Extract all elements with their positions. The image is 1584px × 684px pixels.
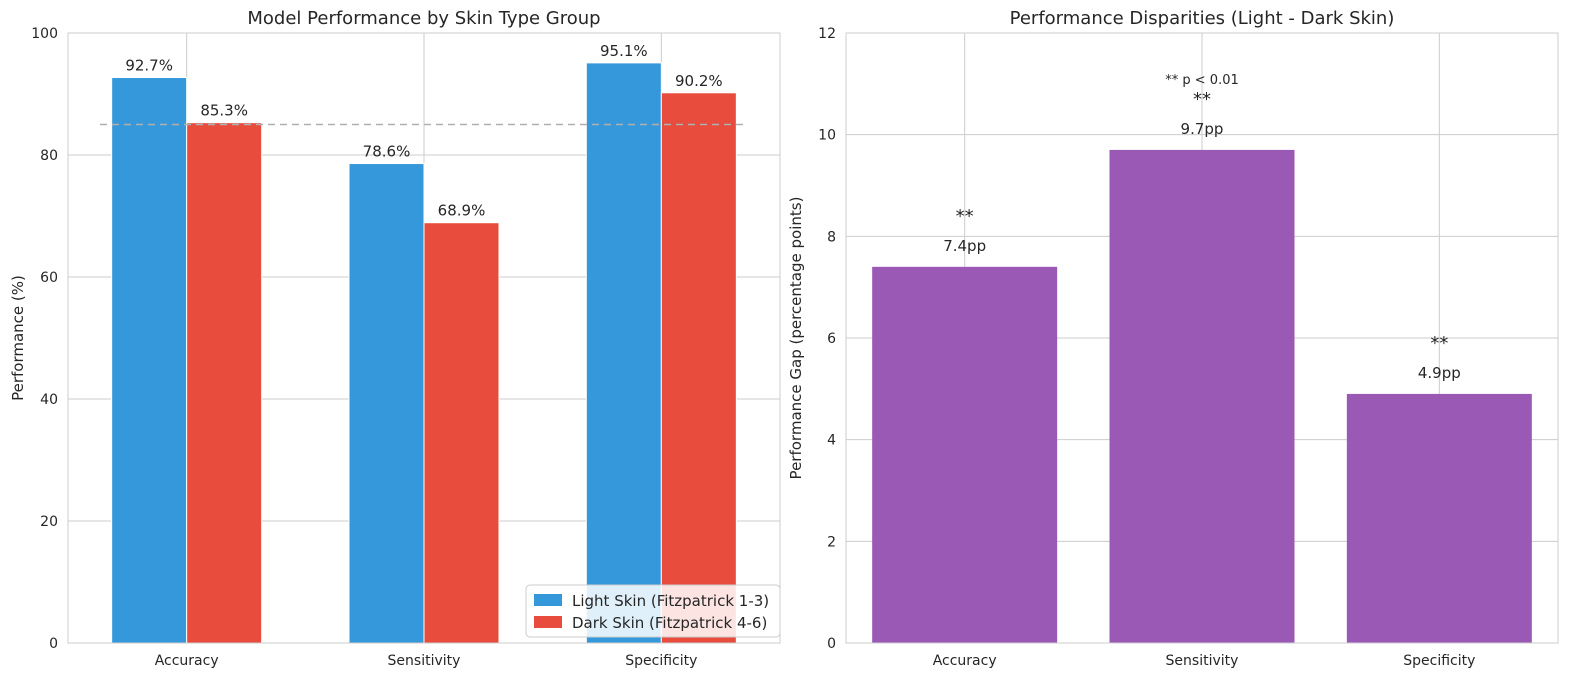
- plot-frame: [845, 32, 1559, 644]
- y-tick-label: 6: [827, 331, 836, 347]
- bar-dark-accuracy: [186, 122, 263, 644]
- legend-label: Light Skin (Fitzpatrick 1-3): [572, 592, 769, 610]
- left-chart-panel: 0 20 40 60 80 100 92.7% 78.6% 95.1% 85.3% 68.9% 90.…: [9, 8, 781, 669]
- legend-swatch: [534, 594, 562, 606]
- y-axis-label: Performance Gap (percentage points): [787, 197, 805, 480]
- x-tick-label: Specificity: [625, 653, 697, 669]
- chart-title: Performance Disparities (Light - Dark Sk…: [1010, 8, 1395, 29]
- bar-light-sensitivity: [348, 163, 425, 644]
- bar-gap-accuracy: [872, 266, 1058, 643]
- bar-light-accuracy: [111, 77, 188, 644]
- y-tick-label: 8: [827, 229, 836, 245]
- bar-value-label: 68.9%: [438, 202, 486, 220]
- significance-marker: **: [1193, 89, 1211, 110]
- bar-gap-specificity: [1346, 393, 1532, 643]
- y-tick-label: 0: [827, 636, 836, 652]
- y-tick-label: 100: [31, 26, 58, 42]
- legend: Light Skin (Fitzpatrick 1-3) Dark Skin (F…: [525, 584, 781, 638]
- chart-title: Model Performance by Skin Type Group: [247, 8, 600, 29]
- x-tick-label: Sensitivity: [388, 653, 461, 669]
- y-tick-label: 0: [49, 636, 58, 652]
- x-tick-label: Specificity: [1403, 653, 1475, 669]
- bar-value-label: 92.7%: [125, 57, 173, 75]
- y-tick-label: 4: [827, 433, 836, 449]
- y-tick-label: 80: [40, 148, 58, 164]
- bar-dark-sensitivity: [423, 222, 500, 644]
- bar-value-label: 95.1%: [600, 42, 648, 60]
- legend-box: [525, 584, 781, 638]
- y-tick-label: 60: [40, 270, 58, 286]
- plot-frame: [67, 32, 781, 644]
- legend-swatch: [534, 616, 562, 628]
- y-tick-label: 40: [40, 392, 58, 408]
- bar-value-label: 85.3%: [200, 102, 248, 120]
- y-tick-label: 2: [827, 534, 836, 550]
- y-tick-label: 10: [818, 128, 836, 144]
- bar-light-specificity: [585, 62, 662, 644]
- bar-gap-sensitivity: [1109, 149, 1295, 643]
- bar-value-label: 4.9pp: [1418, 364, 1461, 382]
- y-tick-label: 20: [40, 514, 58, 530]
- bar-value-label: 90.2%: [675, 72, 723, 90]
- y-axis-label: Performance (%): [9, 275, 27, 401]
- significance-marker: **: [956, 206, 974, 227]
- bar-value-label: 7.4pp: [943, 237, 986, 255]
- legend-label: Dark Skin (Fitzpatrick 4-6): [572, 614, 767, 632]
- bar-value-label: 9.7pp: [1181, 120, 1224, 138]
- x-tick-label: Sensitivity: [1166, 653, 1239, 669]
- x-tick-label: Accuracy: [933, 653, 997, 669]
- significance-marker: **: [1430, 333, 1448, 354]
- bar-dark-specificity: [660, 92, 737, 644]
- bar-value-label: 78.6%: [363, 143, 411, 161]
- x-tick-label: Accuracy: [155, 653, 219, 669]
- y-tick-label: 12: [818, 26, 836, 42]
- significance-note: ** p < 0.01: [1165, 73, 1239, 88]
